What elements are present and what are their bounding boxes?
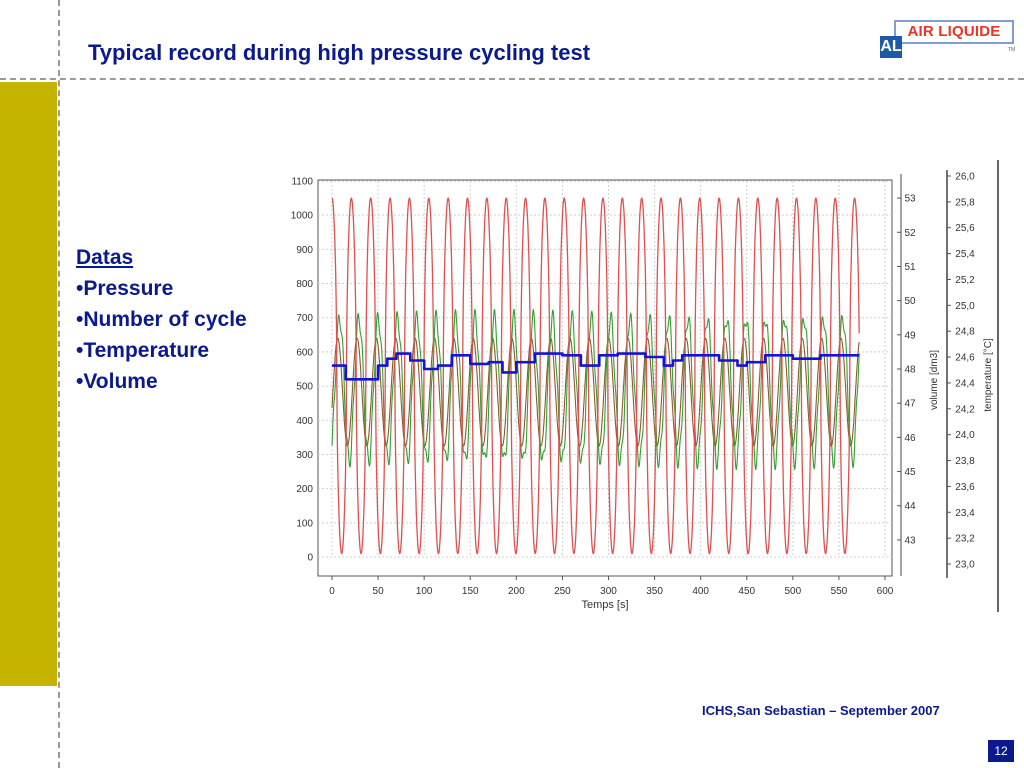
temperature-tick-label: 23,4 bbox=[955, 508, 975, 519]
y-left-tick-label: 400 bbox=[296, 416, 313, 427]
y-left-tick-label: 1100 bbox=[291, 177, 313, 188]
y-left-tick-label: 900 bbox=[296, 245, 313, 256]
axis-ticks: 0 50 100 150 200 250 300 350 400 450 500 550 600 0 100… bbox=[291, 172, 975, 598]
x-tick-label: 300 bbox=[600, 586, 617, 597]
x-tick-label: 400 bbox=[692, 586, 709, 597]
x-tick-label: 500 bbox=[784, 586, 801, 597]
accent-sidebar bbox=[0, 82, 57, 686]
x-tick-label: 100 bbox=[416, 586, 433, 597]
y-left-tick-label: 100 bbox=[296, 518, 313, 529]
volume-tick-label: 44 bbox=[904, 501, 916, 512]
bullets-heading: Datas bbox=[76, 246, 134, 269]
temperature-tick-label: 24,4 bbox=[955, 378, 975, 389]
logo-trademark: TM bbox=[1008, 47, 1016, 53]
volume-tick-label: 46 bbox=[904, 433, 916, 444]
x-tick-label: 50 bbox=[373, 586, 385, 597]
temperature-tick-label: 24,2 bbox=[955, 404, 975, 415]
x-tick-label: 450 bbox=[738, 586, 755, 597]
temperature-tick-label: 25,0 bbox=[955, 301, 975, 312]
series-volume-line bbox=[332, 352, 860, 381]
volume-tick-label: 49 bbox=[904, 330, 916, 341]
temperature-tick-label: 25,8 bbox=[955, 197, 975, 208]
temperature-tick-label: 24,8 bbox=[955, 327, 975, 338]
volume-axis-label: volume [dm3] bbox=[929, 350, 940, 410]
series-temperature-line bbox=[331, 308, 860, 471]
logo-mark-icon: AL bbox=[880, 36, 902, 58]
x-tick-label: 550 bbox=[831, 586, 848, 597]
logo-text: AIR LIQUIDE bbox=[907, 23, 1001, 40]
volume-tick-label: 50 bbox=[904, 296, 916, 307]
temperature-tick-label: 24,6 bbox=[955, 353, 975, 364]
volume-tick-label: 52 bbox=[904, 228, 916, 239]
x-tick-label: 600 bbox=[877, 586, 894, 597]
temperature-tick-label: 25,2 bbox=[955, 275, 975, 286]
bullet-item: •Temperature bbox=[76, 339, 210, 362]
y-left-tick-label: 200 bbox=[296, 484, 313, 495]
y-left-tick-label: 600 bbox=[296, 347, 313, 358]
plot-series bbox=[331, 197, 860, 555]
logo-frame: AIR LIQUIDE bbox=[894, 20, 1014, 44]
bullet-item: •Volume bbox=[76, 370, 158, 393]
footer-event: ICHS,San Sebastian – September 2007 bbox=[702, 703, 940, 718]
volume-tick-label: 48 bbox=[904, 365, 916, 376]
y-left-tick-label: 1000 bbox=[291, 211, 314, 222]
temperature-tick-label: 25,6 bbox=[955, 223, 975, 234]
y-left-tick-label: 700 bbox=[296, 313, 313, 324]
dashed-horizontal-guide bbox=[0, 78, 1024, 80]
volume-tick-label: 47 bbox=[904, 399, 916, 410]
temperature-tick-label: 23,2 bbox=[955, 534, 975, 545]
x-axis-label: Temps [s] bbox=[581, 599, 628, 611]
y-left-tick-label: 500 bbox=[296, 382, 313, 393]
x-tick-label: 250 bbox=[554, 586, 571, 597]
volume-tick-label: 51 bbox=[904, 262, 916, 273]
dashed-vertical-guide bbox=[58, 0, 60, 768]
temperature-tick-label: 26,0 bbox=[955, 172, 975, 183]
temperature-tick-label: 23,6 bbox=[955, 482, 975, 493]
y-left-tick-label: 300 bbox=[296, 450, 313, 461]
temperature-tick-label: 25,4 bbox=[955, 249, 975, 260]
y-left-tick-label: 0 bbox=[307, 553, 313, 564]
volume-tick-label: 45 bbox=[904, 467, 916, 478]
bullet-item: •Number of cycle bbox=[76, 308, 247, 331]
temperature-tick-label: 23,0 bbox=[955, 560, 975, 571]
x-tick-label: 0 bbox=[329, 586, 335, 597]
x-tick-label: 350 bbox=[646, 586, 663, 597]
x-tick-label: 200 bbox=[508, 586, 525, 597]
slide-title: Typical record during high pressure cycl… bbox=[88, 40, 591, 65]
temperature-tick-label: 24,0 bbox=[955, 430, 975, 441]
temperature-tick-label: 23,8 bbox=[955, 456, 975, 467]
air-liquide-logo: AIR LIQUIDE AL TM bbox=[880, 20, 1016, 62]
cycling-test-chart: 0 50 100 150 200 250 300 350 400 450 500 550 600 0 100… bbox=[285, 160, 1001, 612]
bullet-item: •Pressure bbox=[76, 277, 174, 300]
temperature-axis-label: temperature [°C] bbox=[983, 338, 994, 412]
bullet-list: Datas •Pressure •Number of cycle •Temper… bbox=[76, 242, 247, 397]
x-tick-label: 150 bbox=[462, 586, 479, 597]
volume-tick-label: 43 bbox=[904, 535, 916, 546]
page-number: 12 bbox=[988, 740, 1014, 762]
series-pressure-line bbox=[331, 197, 860, 555]
y-left-tick-label: 800 bbox=[296, 279, 313, 290]
volume-tick-label: 53 bbox=[904, 194, 916, 205]
